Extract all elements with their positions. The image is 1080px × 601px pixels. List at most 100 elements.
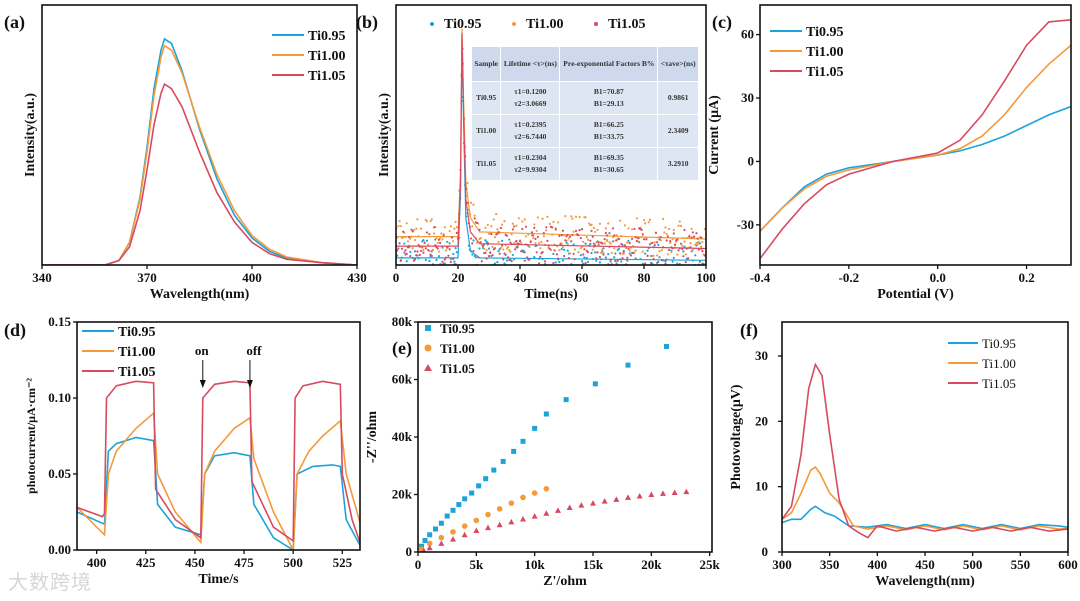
data-point-Ti0.95 [669, 275, 671, 277]
plot-frame [76, 321, 361, 551]
data-point-Ti1.00 [510, 233, 513, 236]
data-point-Ti1.05 [698, 260, 702, 263]
x-axis-label: Z'/ohm [543, 574, 587, 589]
data-point-Ti1.05 [421, 547, 427, 552]
data-point-Ti1.05 [560, 234, 563, 237]
data-point-Ti0.95 [595, 259, 598, 262]
x-tick-label: 600 [1058, 557, 1078, 572]
data-point-Ti0.95 [497, 249, 500, 253]
lifetime-table: Sample Lifetime <τ>(ns) Pre-exponential … [472, 47, 699, 180]
data-point-Ti0.95 [558, 260, 561, 264]
data-point-Ti1.00 [694, 243, 697, 246]
data-point-Ti1.05 [459, 168, 462, 171]
data-point-Ti0.95 [550, 270, 552, 272]
legend-label: Ti0.95 [982, 336, 1016, 351]
data-point-Ti1.05 [489, 251, 492, 254]
x-tick-label: 525 [333, 555, 353, 570]
plot-frame [395, 4, 707, 266]
x-tick-label: 20 [452, 270, 465, 285]
data-point-Ti1.05 [518, 240, 522, 243]
data-point-Ti1.05 [545, 226, 548, 229]
data-point-Ti1.05 [579, 236, 582, 240]
data-point-Ti1.00 [422, 248, 425, 252]
x-tick-label: 370 [137, 270, 157, 285]
data-point-Ti1.05 [539, 255, 542, 258]
data-point-Ti0.95 [607, 253, 610, 256]
legend-label: Ti1.00 [440, 341, 475, 356]
data-point-Ti1.05 [608, 232, 611, 235]
data-point-Ti1.05 [490, 232, 493, 236]
x-axis-label: Time/s [198, 572, 239, 587]
b1: B1=69.35 [593, 153, 624, 162]
data-point-Ti1.05 [628, 242, 631, 245]
data-point-Ti0.95 [430, 250, 433, 253]
data-point-Ti1.05 [515, 239, 518, 243]
arrow-head-icon [246, 380, 253, 388]
data-point-Ti1.05 [641, 233, 644, 236]
data-point-Ti0.95 [646, 249, 649, 252]
data-point-Ti1.05 [534, 237, 537, 240]
plot-frame [781, 321, 1069, 553]
data-point-Ti1.05 [522, 250, 525, 253]
data-point-Ti1.00 [471, 225, 474, 228]
data-point-Ti1.05 [529, 240, 532, 244]
data-point-Ti1.00 [619, 219, 622, 222]
data-point-Ti1.05 [501, 244, 504, 247]
data-point-Ti0.95 [531, 273, 533, 275]
tau1: τ1=0.2395 [514, 120, 547, 129]
x-tick-label: 400 [242, 270, 262, 285]
data-point-Ti1.00 [528, 245, 531, 249]
data-point-Ti0.95 [441, 246, 444, 249]
data-point-Ti1.00 [571, 217, 574, 220]
data-point-Ti1.00 [431, 248, 435, 252]
legend-label: Ti1.00 [118, 345, 155, 360]
data-point-Ti1.05 [683, 488, 690, 495]
series-line-Ti1.05 [396, 33, 706, 250]
table-cell-lifetime: τ1=0.2395 τ2=6.7440 [500, 114, 561, 148]
data-point-Ti1.05 [625, 494, 631, 500]
data-point-Ti1.05 [541, 250, 544, 254]
data-point-Ti1.00 [696, 243, 699, 246]
data-point-Ti1.05 [677, 249, 680, 252]
series-line-Ti1.05 [782, 362, 1068, 539]
data-point-Ti1.05 [559, 243, 562, 246]
data-point-Ti1.00 [470, 201, 473, 204]
x-tick-label: 450 [915, 557, 935, 572]
table-cell-factors: B1=66.25 B1=33.75 [559, 114, 659, 148]
data-point-Ti1.00 [461, 523, 468, 529]
x-tick-label: -0.2 [839, 270, 860, 285]
data-point-Ti1.05 [635, 239, 638, 243]
data-point-Ti1.05 [679, 242, 683, 245]
data-point-Ti1.00 [399, 225, 402, 228]
data-point-Ti1.05 [598, 255, 601, 259]
table-cell-lifetime: τ1=0.1200 τ2=3.0669 [500, 81, 561, 115]
data-point-Ti1.00 [691, 248, 694, 251]
data-point-Ti1.05 [450, 236, 454, 239]
legend-label: Ti0.95 [444, 17, 481, 32]
data-point-Ti0.95 [447, 267, 449, 269]
data-point-Ti0.95 [413, 250, 417, 253]
data-point-Ti1.00 [670, 250, 673, 254]
data-point-Ti1.00 [611, 235, 615, 239]
data-point-Ti1.00 [534, 242, 537, 245]
data-point-Ti0.95 [676, 262, 679, 265]
y-tick-label: 0 [406, 544, 413, 559]
table-cell-tave: 0.9861 [657, 81, 699, 115]
data-point-Ti0.95 [675, 274, 677, 276]
data-point-Ti0.95 [437, 255, 441, 258]
data-point-Ti1.00 [577, 251, 580, 254]
data-point-Ti1.00 [454, 220, 457, 224]
tau2: τ2=6.7440 [514, 132, 547, 141]
data-point-Ti1.00 [496, 228, 499, 231]
data-point-Ti1.00 [661, 217, 665, 220]
data-point-Ti1.00 [672, 228, 675, 231]
x-tick-label: 0.2 [1018, 270, 1034, 285]
data-point-Ti1.05 [503, 252, 506, 255]
data-point-Ti1.05 [646, 254, 649, 257]
data-point-Ti1.00 [622, 252, 625, 255]
data-point-Ti1.05 [447, 254, 450, 257]
data-point-Ti1.00 [676, 253, 679, 256]
data-point-Ti1.05 [647, 246, 650, 249]
data-point-Ti0.95 [493, 262, 497, 265]
data-point-Ti1.05 [701, 250, 704, 253]
